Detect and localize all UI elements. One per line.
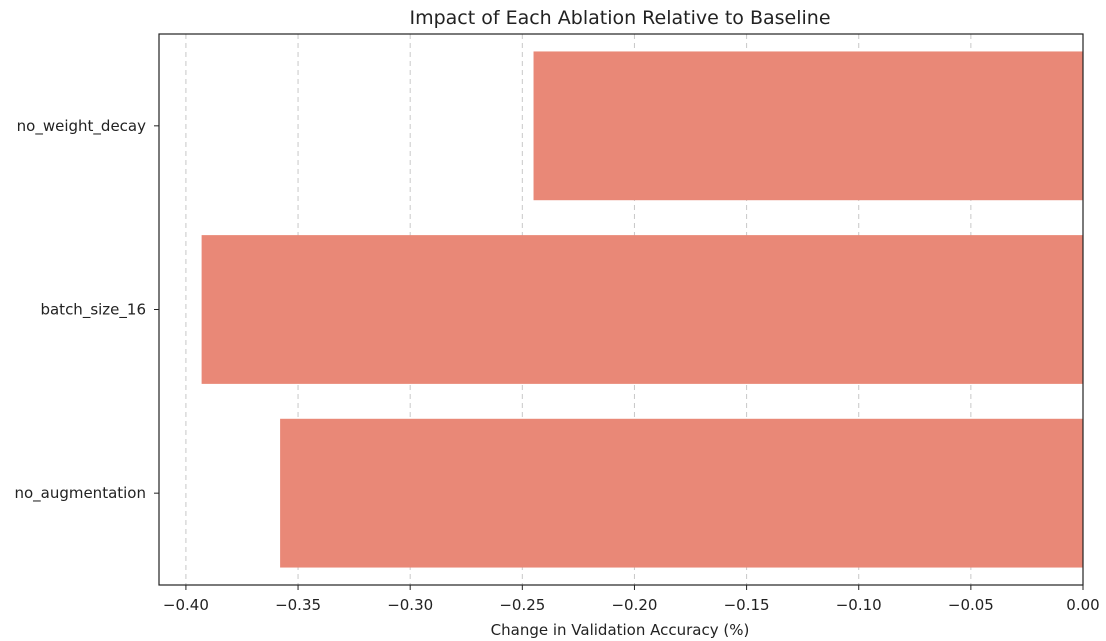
x-axis-label: Change in Validation Accuracy (%) (491, 621, 750, 639)
bar-batch-size-16 (201, 235, 1084, 384)
bar-no-augmentation (280, 418, 1083, 568)
x-tick-label: −0.05 (948, 596, 994, 614)
chart-title: Impact of Each Ablation Relative to Base… (409, 7, 830, 29)
x-tick-label: −0.30 (387, 596, 433, 614)
y-tick-label: batch_size_16 (40, 301, 146, 320)
y-tick-label: no_weight_decay (17, 117, 146, 136)
x-tick-label: −0.15 (724, 596, 770, 614)
x-tick-label: −0.20 (611, 596, 657, 614)
x-tick-label: −0.10 (836, 596, 882, 614)
x-tick-label: −0.25 (499, 596, 545, 614)
bar-no-weight-decay (533, 51, 1083, 201)
x-axis: −0.40 −0.35 −0.30 −0.25 −0.20 −0.15 −0.10 −0.05… (163, 585, 1100, 614)
y-axis: no_weight_decay batch_size_16 no_augmentat… (14, 117, 159, 503)
y-tick-label: no_augmentation (14, 484, 146, 503)
x-tick-label: −0.40 (163, 596, 209, 614)
x-tick-label: 0.00 (1066, 596, 1099, 614)
x-tick-label: −0.35 (275, 596, 321, 614)
bar-layer (201, 51, 1084, 568)
